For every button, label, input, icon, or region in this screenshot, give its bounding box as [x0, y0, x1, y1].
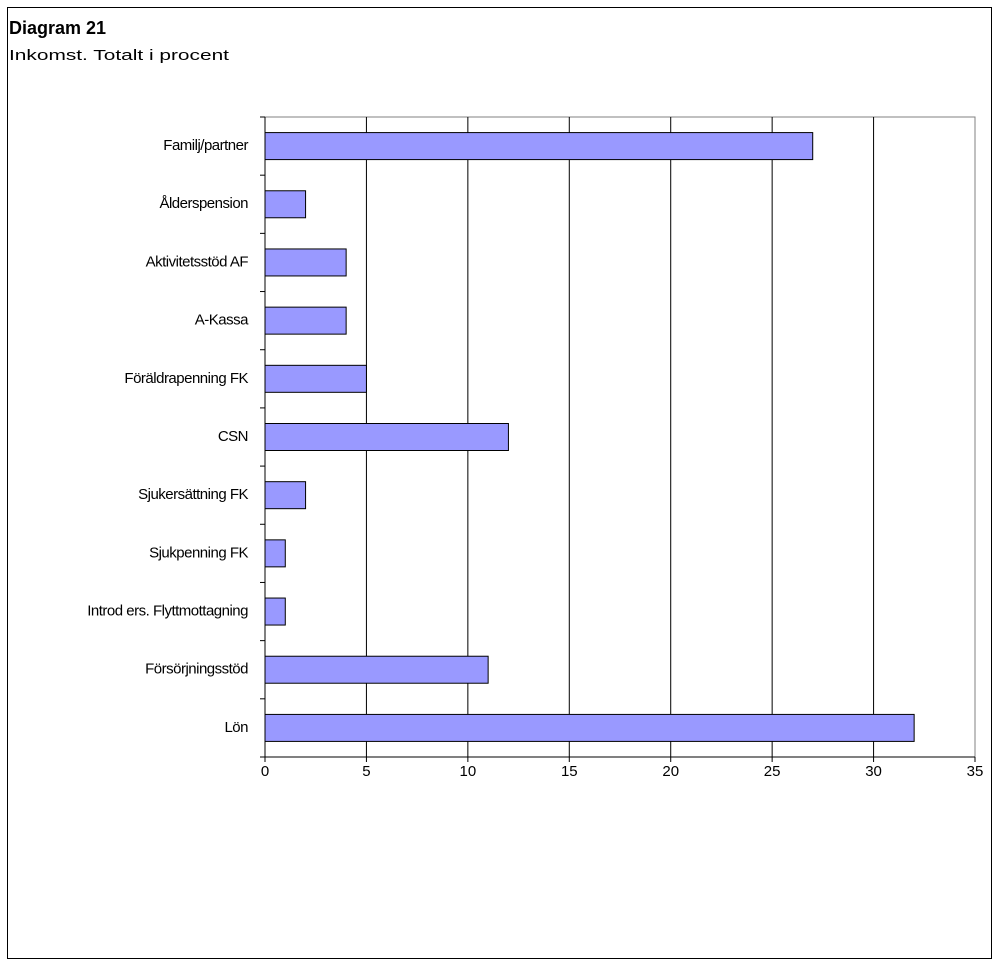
y-tick-label: Aktivitetsstöd AF: [146, 253, 249, 270]
bar: [264, 190, 307, 219]
bar: [264, 539, 286, 568]
y-tick-label: Ålderspension: [159, 195, 248, 212]
x-tick-label: 10: [460, 763, 477, 780]
y-tick-label: A-Kassa: [195, 312, 249, 329]
x-tick-label: 5: [362, 763, 370, 780]
bar: [264, 597, 286, 626]
chart-subtitle: Inkomst. Totalt i procent: [9, 47, 230, 64]
y-tick-label: Lön: [224, 719, 248, 736]
bar: [264, 655, 489, 684]
bar: [264, 364, 367, 393]
y-tick-label: Introd ers. Flyttmottagning: [87, 603, 248, 620]
y-tick-label: Familj/partner: [163, 137, 248, 154]
y-tick-label: Sjukpenning FK: [149, 544, 248, 561]
bar: [264, 481, 307, 510]
x-tick-label: 30: [865, 763, 882, 780]
bar: [264, 132, 814, 161]
x-tick-label: 25: [764, 763, 781, 780]
bar: [264, 248, 347, 277]
x-tick-label: 0: [261, 763, 269, 780]
bar: [264, 713, 915, 742]
bar: [264, 423, 509, 451]
y-tick-label: CSN: [218, 428, 248, 445]
x-tick-label: 20: [662, 763, 679, 780]
x-tick-label: 15: [561, 763, 578, 780]
y-tick-label: Föräldrapenning FK: [124, 370, 248, 387]
y-tick-label: Försörjningsstöd: [145, 661, 248, 678]
chart-title: Diagram 21: [9, 18, 106, 38]
y-tick-label: Sjukersättning FK: [138, 486, 248, 503]
x-tick-label: 35: [967, 763, 984, 780]
bar: [264, 306, 347, 335]
